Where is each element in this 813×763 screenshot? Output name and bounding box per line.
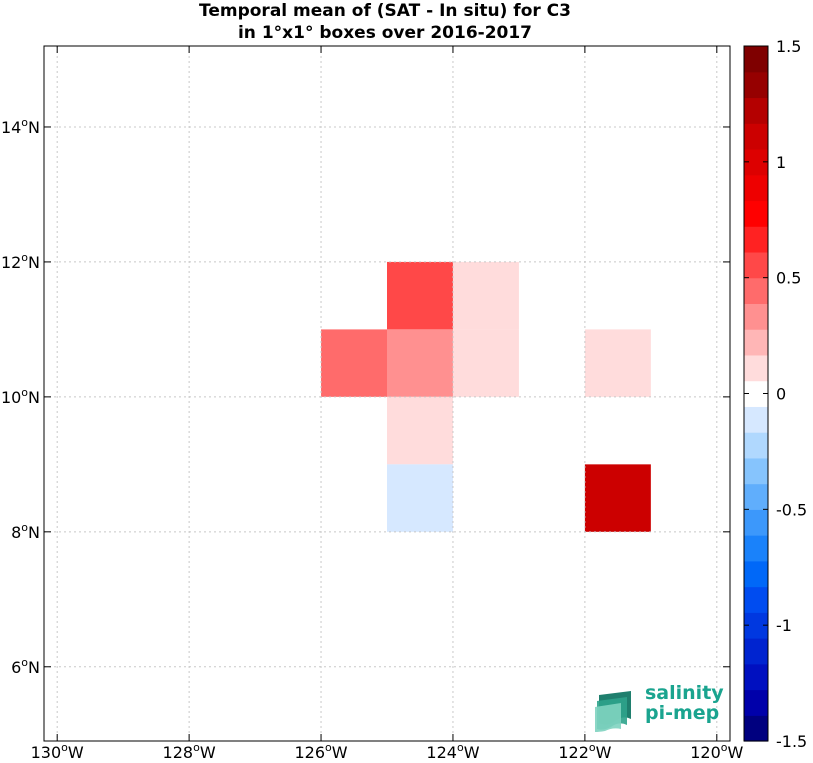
heatmap-cell — [387, 261, 453, 330]
logo-line-2: pi-mep — [645, 702, 720, 724]
chart-title-line-1: Temporal mean of (SAT - In situ) for C3 — [199, 1, 571, 21]
colorbar-segment — [744, 277, 768, 305]
colorbar-segment — [744, 483, 768, 510]
tick-label: 6oN — [11, 656, 40, 677]
chart-title: Temporal mean of (SAT - In situ) for C3 … — [0, 0, 770, 44]
colorbar — [744, 46, 768, 742]
heatmap-cell — [584, 464, 651, 532]
colorbar-segment — [744, 638, 768, 665]
colorbar-segment — [744, 329, 768, 356]
heatmap-cell — [452, 261, 519, 330]
colorbar-segment — [744, 303, 768, 330]
chart-title-line-2: in 1°x1° boxes over 2016-2017 — [237, 23, 533, 43]
colorbar-segment — [744, 123, 768, 150]
plot-frame — [43, 45, 731, 742]
colorbar-segment — [744, 715, 768, 742]
colorbar-segment — [744, 354, 768, 382]
colorbar-ticks: 1.5 1 0.5 0 -0.5 -1 -1.5 — [744, 37, 807, 751]
logo-line-1: salinity — [645, 682, 724, 704]
tick-label: 130oW — [31, 741, 84, 762]
heatmap-cell — [452, 329, 519, 397]
colorbar-tick-label: -1 — [776, 616, 792, 635]
heatmap-cells — [321, 261, 651, 532]
logo-text: salinity pi-mep — [645, 683, 724, 723]
colorbar-segment — [744, 457, 768, 485]
tick-label: 120oW — [690, 741, 743, 762]
tick-label: 122oW — [558, 741, 611, 762]
colorbar-segment — [744, 406, 768, 433]
colorbar-segment — [744, 251, 768, 279]
colorbar-segment — [744, 46, 768, 73]
colorbar-segment — [744, 432, 768, 459]
y-axis-ticks: 6oN 8oN 10oN 12oN 14oN — [1, 116, 730, 677]
heatmap-cell — [387, 329, 453, 397]
tick-label: 8oN — [11, 521, 40, 542]
wave-logo-icon — [595, 691, 631, 732]
colorbar-segment — [744, 689, 768, 716]
colorbar-segment — [744, 535, 768, 562]
heatmap-cell — [321, 329, 387, 397]
tick-label: 124oW — [426, 741, 479, 762]
colorbar-tick-label: 0.5 — [776, 269, 801, 288]
tick-label: 12oN — [1, 251, 40, 272]
heatmap-cell — [584, 329, 651, 397]
tick-label: 10oN — [1, 386, 40, 407]
tick-label: 14oN — [1, 116, 40, 137]
colorbar-segment — [744, 663, 768, 691]
gridlines — [44, 46, 730, 741]
heatmap-cell — [387, 396, 453, 465]
colorbar-segment — [744, 200, 768, 227]
colorbar-segment — [744, 586, 768, 613]
colorbar-tick-label: -0.5 — [776, 500, 807, 519]
colorbar-tick-label: -1.5 — [776, 732, 807, 751]
tick-label: 128oW — [163, 741, 216, 762]
colorbar-segment — [744, 97, 768, 124]
colorbar-tick-label: 1.5 — [776, 37, 801, 56]
colorbar-tick-label: 0 — [776, 385, 786, 404]
x-axis-ticks: 130oW 128oW 126oW 124oW 122oW 120oW — [31, 46, 744, 762]
heatmap-cell — [387, 464, 453, 532]
tick-label: 126oW — [294, 741, 347, 762]
colorbar-segment — [744, 71, 768, 99]
colorbar-segment — [744, 509, 768, 536]
salinity-pi-mep-logo: salinity pi-mep — [593, 683, 728, 733]
colorbar-segment — [744, 226, 768, 253]
colorbar-segment — [744, 174, 768, 202]
colorbar-tick-label: 1 — [776, 153, 786, 172]
colorbar-segment — [744, 560, 768, 588]
